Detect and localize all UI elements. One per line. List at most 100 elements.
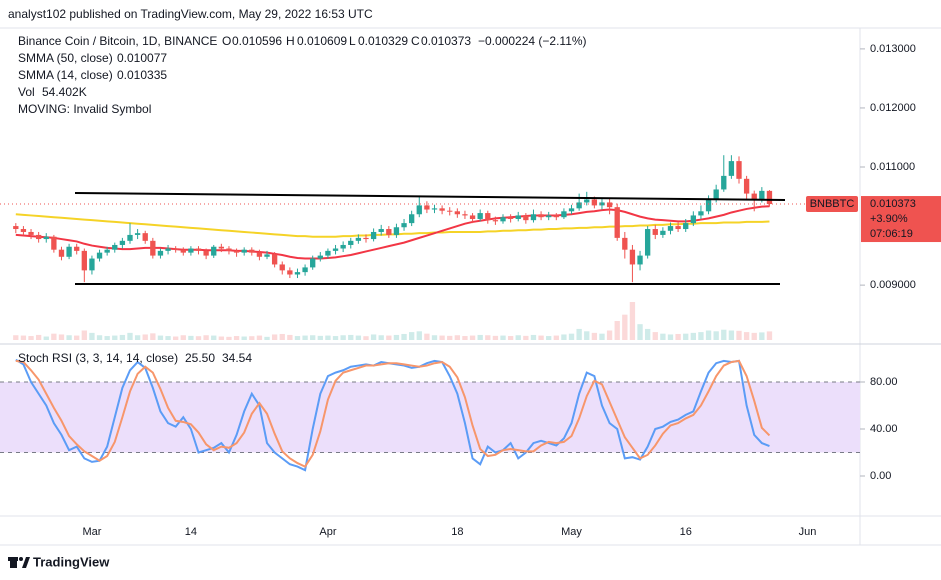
x-tick-label: 14 — [185, 526, 197, 538]
volume-bar — [20, 335, 27, 340]
volume-bar — [28, 336, 34, 340]
change-percent: +3.90% — [870, 213, 908, 225]
y-tick-label: 40.00 — [870, 423, 898, 435]
volume-bar — [447, 335, 453, 340]
volume-bar — [96, 335, 103, 340]
volume-bar — [393, 334, 400, 340]
volume-bar — [264, 336, 270, 340]
ohlc-value: 0.010596 — [232, 34, 282, 48]
candle-body — [134, 233, 141, 235]
candle-body — [119, 240, 126, 245]
candle-body — [408, 214, 415, 224]
candle-body — [74, 246, 80, 251]
volume-bar — [74, 335, 80, 340]
volume-bar — [43, 336, 49, 340]
volume-bar — [743, 332, 750, 340]
volume-bar — [606, 330, 613, 340]
candle-body — [736, 161, 742, 179]
candle-body — [363, 237, 369, 240]
volume-bar — [690, 332, 696, 340]
volume-bar — [561, 334, 567, 340]
volume-bar — [568, 333, 575, 340]
candle-body — [287, 270, 293, 275]
candle-body — [195, 248, 202, 251]
candle-body — [378, 229, 384, 232]
volume-bar — [89, 332, 95, 340]
volume-bar — [150, 333, 156, 340]
volume-bar — [287, 334, 293, 340]
volume-bar — [401, 333, 407, 340]
volume-bar — [660, 333, 666, 340]
volume-bar — [492, 335, 499, 340]
volume-bar — [538, 335, 544, 340]
ohlc-name: C — [411, 34, 420, 48]
volume-bar — [546, 336, 552, 340]
published-note: analyst102 published on TradingView.com,… — [8, 7, 373, 21]
volume-bar — [378, 335, 384, 340]
volume-bar — [302, 335, 308, 340]
volume-bar — [165, 336, 171, 340]
volume-bar — [576, 328, 582, 340]
candle-body — [766, 190, 773, 205]
legend-value: 25.50 — [185, 351, 215, 365]
volume-bar — [325, 335, 331, 340]
resistance-line — [74, 192, 786, 201]
volume-bar — [188, 335, 194, 340]
candle-body — [256, 252, 263, 257]
candle-body — [317, 255, 323, 259]
volume-bar — [759, 332, 765, 340]
x-tick-label: May — [561, 526, 582, 538]
candle-body — [20, 229, 27, 232]
candle-body — [211, 246, 217, 256]
volume-bar — [233, 336, 240, 340]
volume-bar — [58, 334, 65, 340]
x-tick-label: Jun — [799, 526, 817, 538]
candle-body — [401, 223, 407, 228]
y-tick-label: 0.00 — [870, 470, 891, 482]
legend-value: 0.010077 — [117, 51, 167, 65]
volume-bar — [736, 330, 742, 340]
volume-bar — [424, 333, 430, 340]
candle-body — [713, 189, 719, 200]
y-tick-label: 80.00 — [870, 376, 898, 388]
candle-body — [751, 193, 757, 200]
candle-body — [89, 258, 95, 271]
candle-body — [485, 213, 491, 221]
volume-bar — [652, 332, 658, 340]
candle-body — [51, 236, 57, 250]
volume-bar — [211, 335, 217, 340]
candle-body — [112, 244, 118, 250]
volume-bar — [279, 333, 285, 340]
volume-bar — [507, 336, 514, 340]
candle-body — [165, 248, 171, 251]
volume-bar — [408, 332, 415, 340]
candle-body — [241, 249, 247, 253]
volume-bar — [310, 335, 316, 340]
volume-bar — [249, 336, 255, 340]
legend: Binance Coin / Bitcoin, 1D, BINANCE O 0.… — [18, 34, 587, 365]
volume-bar — [127, 332, 133, 340]
legend-entry: SMMA (14, close) — [18, 68, 113, 82]
symbol-label: BNBBTC — [810, 198, 855, 210]
candle-body — [530, 214, 537, 221]
volume-bar — [226, 336, 232, 340]
ohlc-name: O — [222, 34, 231, 48]
candle-body — [332, 248, 339, 251]
volume-bar — [637, 324, 643, 340]
volume-bar — [51, 333, 57, 340]
x-tick-label: 18 — [451, 526, 463, 538]
candle-body — [568, 208, 575, 212]
candle-body — [462, 214, 468, 216]
candle-body — [599, 202, 605, 206]
candle-body — [150, 240, 156, 256]
candle-body — [507, 217, 514, 219]
candle-body — [591, 199, 598, 206]
volume-bar — [294, 336, 301, 340]
volume-bar — [134, 335, 141, 340]
candle-body — [188, 248, 194, 253]
candle-body — [614, 207, 620, 238]
logo-part — [8, 557, 18, 561]
volume-bar — [523, 335, 529, 340]
candle-body — [523, 215, 529, 221]
